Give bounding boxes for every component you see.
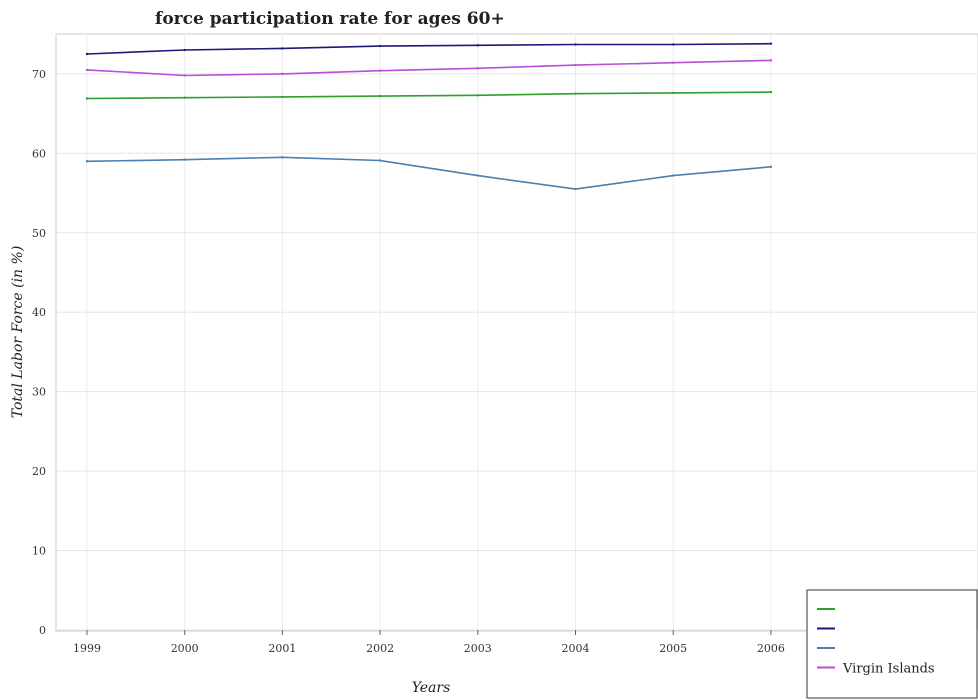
x-tick-label: 2005 [659, 642, 687, 655]
x-axis: 1999 2000 2001 2002 2003 2004 2005 2006 [73, 630, 785, 655]
chart-title: force participation rate for ages 60+ [155, 9, 505, 29]
series-line-4 [86, 59, 771, 77]
x-tick-label: 2002 [366, 642, 394, 655]
series-line-3 [86, 156, 771, 190]
x-tick-label: 2000 [171, 642, 199, 655]
y-tick-label: 60 [32, 147, 46, 160]
x-axis-label: Years [412, 680, 451, 696]
data-point [281, 95, 284, 99]
data-point [476, 94, 479, 97]
data-point [378, 44, 382, 48]
data-point [574, 187, 577, 191]
data-point [183, 158, 186, 161]
data-point [378, 94, 382, 98]
plot-area [55, 33, 978, 632]
y-tick-label: 50 [32, 227, 46, 240]
y-tick-label: 70 [32, 68, 46, 81]
data-point [574, 92, 577, 95]
data-point [85, 160, 89, 163]
data-point [183, 48, 186, 52]
data-point [769, 90, 773, 94]
data-point [85, 68, 89, 72]
y-tick-label: 30 [32, 386, 46, 399]
y-axis: 0 10 20 30 40 50 60 70 [32, 68, 46, 637]
data-point [769, 42, 773, 45]
data-point [476, 174, 479, 177]
data-point [281, 47, 284, 50]
x-tick-label: 2001 [268, 642, 296, 655]
gridlines [56, 34, 978, 631]
data-point [85, 52, 89, 56]
data-point [85, 97, 89, 100]
data-point [281, 72, 284, 76]
legend: Virgin Islands [806, 589, 978, 699]
y-tick-label: 0 [39, 624, 46, 637]
series-line-1 [86, 91, 771, 100]
x-tick-label: 2003 [464, 642, 492, 655]
series-lines [85, 42, 773, 191]
data-point [672, 43, 675, 46]
x-tick-label: 1999 [73, 642, 101, 655]
y-axis-label: Total Labor Force (in %) [10, 246, 26, 419]
data-point [672, 91, 675, 95]
legend-items: Virgin Islands [817, 608, 935, 677]
data-point [378, 159, 382, 162]
data-point [183, 74, 186, 77]
data-point [183, 96, 186, 99]
x-tick-label: 2004 [562, 642, 590, 655]
data-point [769, 165, 773, 169]
legend-box [806, 589, 978, 699]
y-tick-label: 10 [32, 545, 46, 558]
data-point [769, 59, 773, 62]
y-tick-label: 40 [32, 306, 46, 319]
data-point [476, 44, 479, 47]
x-tick-label: 2006 [757, 642, 785, 655]
data-point [574, 43, 577, 46]
y-tick-label: 20 [32, 465, 46, 478]
data-point [574, 63, 577, 67]
data-point [476, 67, 479, 70]
data-point [672, 174, 675, 177]
series-line-2 [86, 42, 771, 55]
data-point [281, 156, 284, 159]
data-point [378, 69, 382, 72]
data-point [672, 61, 675, 64]
legend-label: Virgin Islands [842, 662, 935, 677]
